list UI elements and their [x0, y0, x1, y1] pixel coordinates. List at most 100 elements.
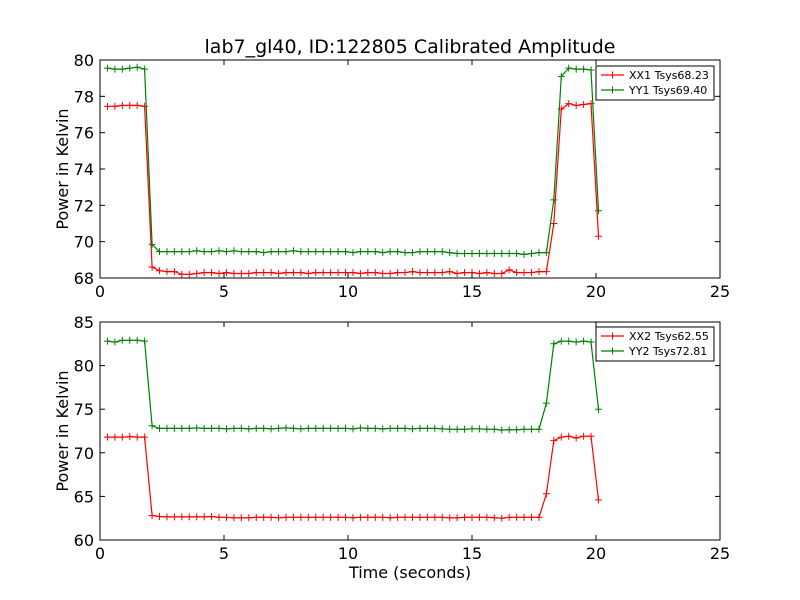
- data-point: [342, 269, 350, 277]
- data-point: [126, 101, 134, 109]
- data-point: [572, 338, 580, 346]
- data-point: [141, 433, 149, 441]
- legend-box: [595, 65, 715, 101]
- data-point: [156, 248, 164, 256]
- y-tick-label: 85: [74, 313, 94, 332]
- data-point: [163, 424, 171, 432]
- data-point: [565, 337, 573, 345]
- data-point: [193, 513, 201, 521]
- data-point: [580, 432, 588, 440]
- legend: XX2 Tsys62.55 YY2 Tsys72.81: [595, 326, 715, 362]
- data-point: [245, 248, 253, 256]
- data-point: [505, 266, 513, 274]
- legend-marker: [609, 71, 616, 79]
- data-point: [423, 513, 431, 521]
- data-point: [208, 512, 216, 520]
- data-point: [580, 337, 588, 345]
- data-point: [535, 425, 543, 433]
- axes-frame: [99, 321, 721, 541]
- data-point: [215, 269, 223, 277]
- data-point: [148, 263, 156, 271]
- data-point: [118, 433, 126, 441]
- data-point: [111, 102, 119, 110]
- data-point: [230, 514, 238, 522]
- data-point: [371, 424, 379, 432]
- y-tick-label: 70: [74, 444, 94, 463]
- legend-marker: [609, 332, 616, 340]
- y-axis-label: Power in Kelvin: [53, 108, 72, 229]
- data-point: [490, 269, 498, 277]
- data-point: [289, 424, 297, 432]
- data-point: [245, 514, 253, 522]
- data-point: [580, 65, 588, 73]
- data-point: [208, 269, 216, 277]
- data-point: [111, 65, 119, 73]
- data-point: [327, 424, 335, 432]
- data-point: [461, 269, 469, 277]
- data-point: [215, 247, 223, 255]
- plot-area: [103, 63, 602, 278]
- data-point: [513, 513, 521, 521]
- data-point: [498, 269, 506, 277]
- data-point: [408, 513, 416, 521]
- data-point: [133, 433, 141, 441]
- legend-label: XX1 Tsys68.23: [629, 69, 709, 82]
- data-point: [282, 513, 290, 521]
- data-point: [185, 248, 193, 256]
- data-point: [408, 425, 416, 433]
- data-point: [319, 513, 327, 521]
- x-tick-label: 5: [219, 282, 229, 301]
- data-point: [222, 513, 230, 521]
- data-point: [587, 66, 595, 74]
- data-point: [118, 336, 126, 344]
- data-point: [252, 269, 260, 277]
- data-point: [505, 426, 513, 434]
- data-point: [282, 248, 290, 256]
- data-point: [431, 424, 439, 432]
- y-tick-label: 76: [74, 124, 94, 143]
- x-tick-label: 10: [338, 282, 358, 301]
- data-point: [371, 269, 379, 277]
- data-point: [520, 513, 528, 521]
- data-point: [364, 248, 372, 256]
- data-point: [416, 269, 424, 277]
- data-point: [386, 248, 394, 256]
- data-point: [260, 424, 268, 432]
- data-point: [222, 248, 230, 256]
- data-point: [282, 269, 290, 277]
- data-point: [334, 248, 342, 256]
- data-point: [550, 220, 558, 227]
- data-point: [304, 269, 312, 277]
- data-point: [542, 399, 550, 407]
- y-tick-label: 60: [74, 531, 94, 550]
- y-axis-label: Power in Kelvin: [53, 370, 72, 491]
- data-point: [282, 424, 290, 432]
- data-point: [498, 249, 506, 257]
- data-point: [267, 425, 275, 433]
- data-point: [505, 513, 513, 521]
- data-point: [133, 336, 141, 344]
- data-point: [438, 269, 446, 277]
- data-point: [371, 513, 379, 521]
- data-point: [386, 269, 394, 277]
- data-point: [528, 425, 536, 433]
- x-tick-label: 5: [219, 544, 229, 563]
- series-line-2: [107, 339, 600, 431]
- x-tick-label: 25: [710, 282, 730, 301]
- data-point: [520, 425, 528, 433]
- data-point: [423, 424, 431, 432]
- data-point: [349, 249, 357, 257]
- data-point: [371, 248, 379, 256]
- data-point: [446, 514, 454, 522]
- y-tick-label: 70: [74, 233, 94, 252]
- data-point: [126, 433, 134, 441]
- y-tick-label: 80: [74, 357, 94, 376]
- data-point: [267, 248, 275, 256]
- data-point: [185, 513, 193, 521]
- data-point: [312, 269, 320, 277]
- data-point: [475, 269, 483, 277]
- data-point: [401, 249, 409, 257]
- data-point: [141, 65, 149, 73]
- data-point: [520, 250, 528, 258]
